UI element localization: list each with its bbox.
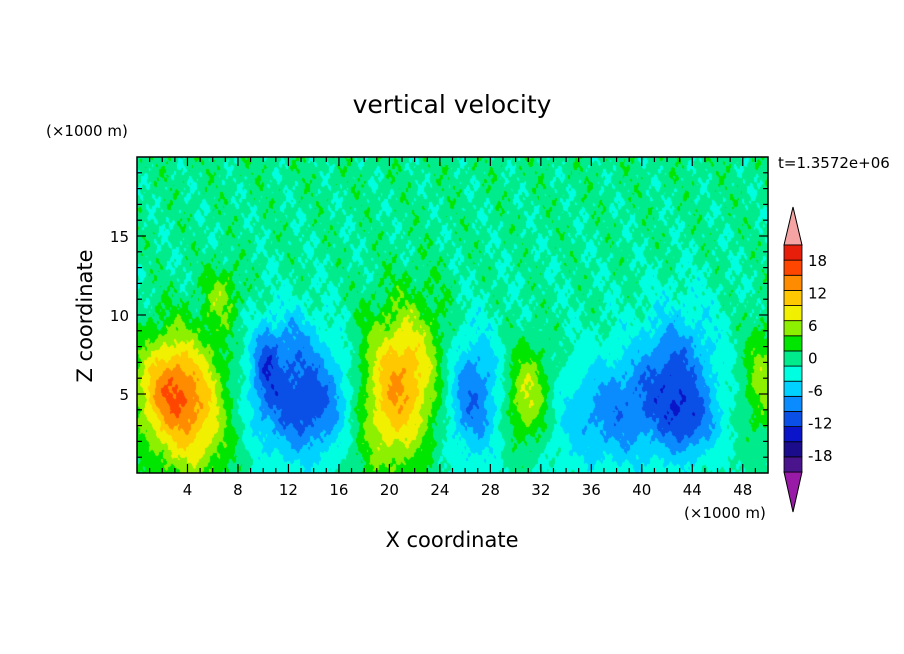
y-tick-label: 15 bbox=[110, 228, 129, 246]
x-tick-label: 12 bbox=[279, 481, 298, 499]
x-tick-label: 16 bbox=[329, 481, 348, 499]
velocity-field bbox=[137, 157, 768, 473]
chart-title: vertical velocity bbox=[353, 90, 552, 119]
colorbar-label: 6 bbox=[808, 317, 818, 335]
y-tick-label: 10 bbox=[110, 307, 129, 325]
colorbar-under-triangle bbox=[783, 471, 803, 513]
colorbar-swatch bbox=[783, 441, 803, 458]
colorbar-swatch bbox=[783, 259, 803, 276]
colorbar-swatch bbox=[783, 411, 803, 428]
colorbar-label: 0 bbox=[808, 350, 818, 368]
colorbar: 18 12 6 0 -6 -12 -18 bbox=[783, 206, 833, 513]
x-tick-label: 32 bbox=[531, 481, 550, 499]
x-tick-label: 20 bbox=[380, 481, 399, 499]
colorbar-label: 18 bbox=[808, 252, 827, 270]
colorbar-swatch bbox=[783, 350, 803, 367]
x-tick-label: 24 bbox=[430, 481, 449, 499]
x-tick-label: 40 bbox=[632, 481, 651, 499]
y-axis-label: Z coordinate bbox=[73, 249, 97, 382]
y-axis-unit: (×1000 m) bbox=[46, 122, 128, 140]
x-axis-label: X coordinate bbox=[385, 528, 518, 552]
colorbar-label: -12 bbox=[808, 414, 833, 432]
x-tick-label: 8 bbox=[233, 481, 243, 499]
colorbar-label: -18 bbox=[808, 447, 833, 465]
colorbar-swatch bbox=[783, 305, 803, 322]
colorbar-swatch bbox=[783, 320, 803, 337]
colorbar-swatch bbox=[783, 456, 803, 473]
colorbar-swatch bbox=[783, 244, 803, 261]
colorbar-label: -6 bbox=[808, 382, 823, 400]
x-tick-label: 36 bbox=[582, 481, 601, 499]
colorbar-swatch bbox=[783, 426, 803, 443]
colorbar-swatch bbox=[783, 380, 803, 397]
colorbar-swatch bbox=[783, 289, 803, 306]
time-label: t=1.3572e+06 bbox=[778, 154, 890, 172]
x-tick-label: 44 bbox=[683, 481, 702, 499]
x-tick-label: 48 bbox=[733, 481, 752, 499]
colorbar-swatch bbox=[783, 335, 803, 352]
colorbar-swatch bbox=[783, 274, 803, 291]
y-tick-label: 5 bbox=[119, 386, 129, 404]
x-axis-unit: (×1000 m) bbox=[684, 504, 766, 522]
colorbar-label: 12 bbox=[808, 285, 827, 303]
colorbar-swatch bbox=[783, 395, 803, 412]
x-tick-label: 4 bbox=[183, 481, 193, 499]
colorbar-swatch bbox=[783, 365, 803, 382]
x-tick-label: 28 bbox=[481, 481, 500, 499]
colorbar-over-triangle bbox=[783, 206, 803, 246]
